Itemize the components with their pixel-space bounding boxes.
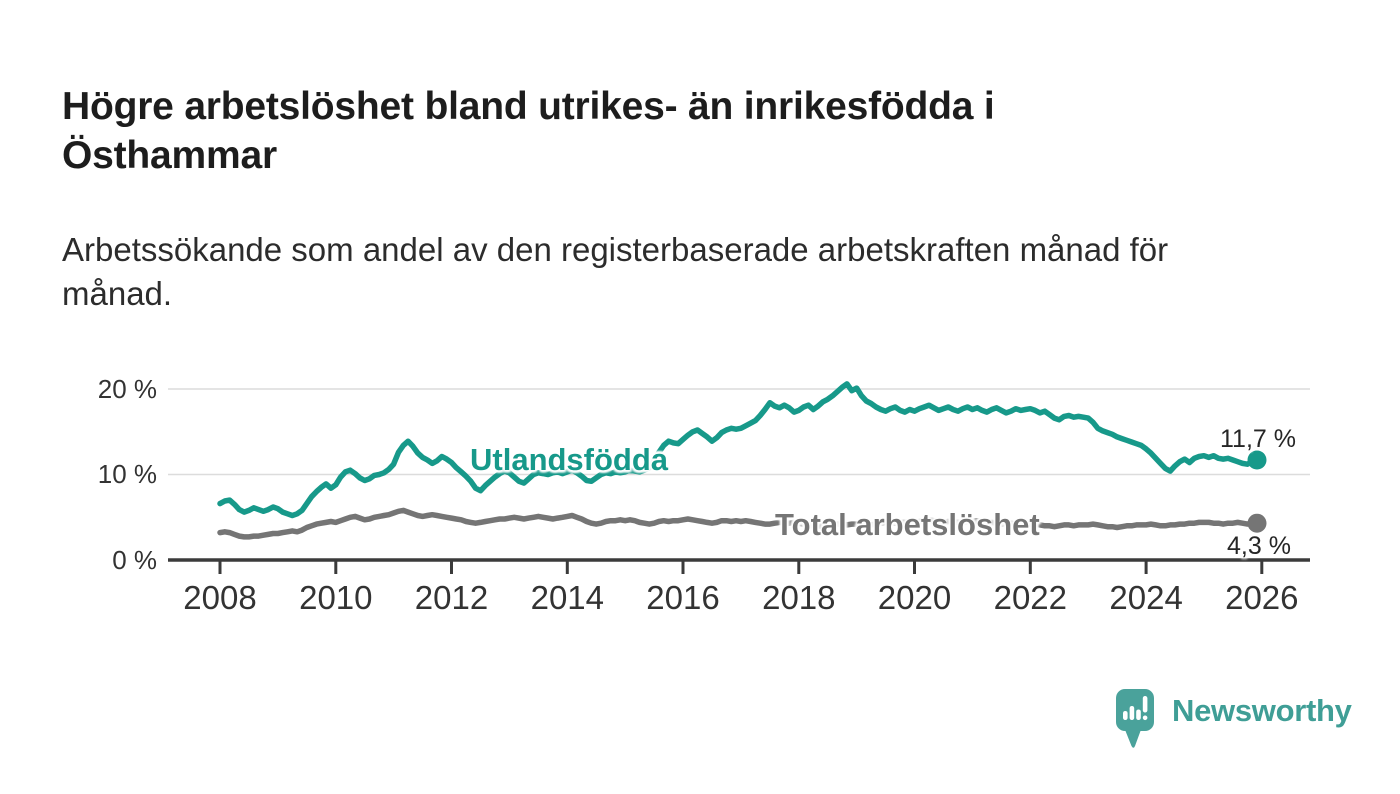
line-utlandsf-dda bbox=[217, 381, 1260, 519]
end-value-label-utlandsfodda: 11,7 % bbox=[1220, 425, 1296, 453]
x-axis-label-2008: 2008 bbox=[183, 579, 257, 616]
page-title-line-1: Högre arbetslöshet bland utrikes- än inr… bbox=[62, 85, 995, 129]
chart-subtitle-line-2: månad. bbox=[62, 275, 173, 312]
end-dot-total-arbetsl-shet bbox=[1247, 513, 1267, 533]
chart-subtitle: Arbetssökande som andel av den registerb… bbox=[62, 228, 1342, 316]
x-axis-label-2018: 2018 bbox=[762, 579, 836, 616]
x-axis-label-2026: 2026 bbox=[1225, 579, 1299, 616]
brand-name: Newsworthy bbox=[1172, 693, 1352, 728]
y-axis-label-10: 10 % bbox=[97, 459, 157, 489]
chart-subtitle-line-1: Arbetssökande som andel av den registerb… bbox=[62, 231, 1169, 268]
series-label-utlandsfodda: Utlandsfödda bbox=[470, 442, 669, 477]
line-total-arbetsl-shet bbox=[217, 507, 1260, 540]
newsworthy-logo: Newsworthy bbox=[1115, 688, 1352, 750]
page-title: Högre arbetslöshet bland utrikes- än inr… bbox=[62, 82, 1212, 180]
x-axis-label-2020: 2020 bbox=[877, 579, 952, 616]
x-axis-label-2014: 2014 bbox=[530, 579, 605, 616]
page-title-line-2: Östhammar bbox=[62, 134, 277, 178]
x-axis-label-2022: 2022 bbox=[993, 579, 1068, 616]
end-dot-utlandsf-dda bbox=[1247, 450, 1267, 470]
series-label-total-arbetsloshet: Total arbetslöshet bbox=[775, 507, 1040, 542]
y-axis-label-0: 0 % bbox=[112, 545, 157, 575]
bar-chart-speech-bubble-icon bbox=[1116, 689, 1154, 748]
x-axis-label-2016: 2016 bbox=[646, 579, 720, 616]
x-axis-label-2010: 2010 bbox=[299, 579, 373, 616]
end-value-label-total: 4,3 % bbox=[1227, 532, 1291, 560]
x-axis-label-2012: 2012 bbox=[414, 579, 489, 616]
y-axis-label-20: 20 % bbox=[97, 374, 157, 404]
x-axis-label-2024: 2024 bbox=[1109, 579, 1183, 616]
